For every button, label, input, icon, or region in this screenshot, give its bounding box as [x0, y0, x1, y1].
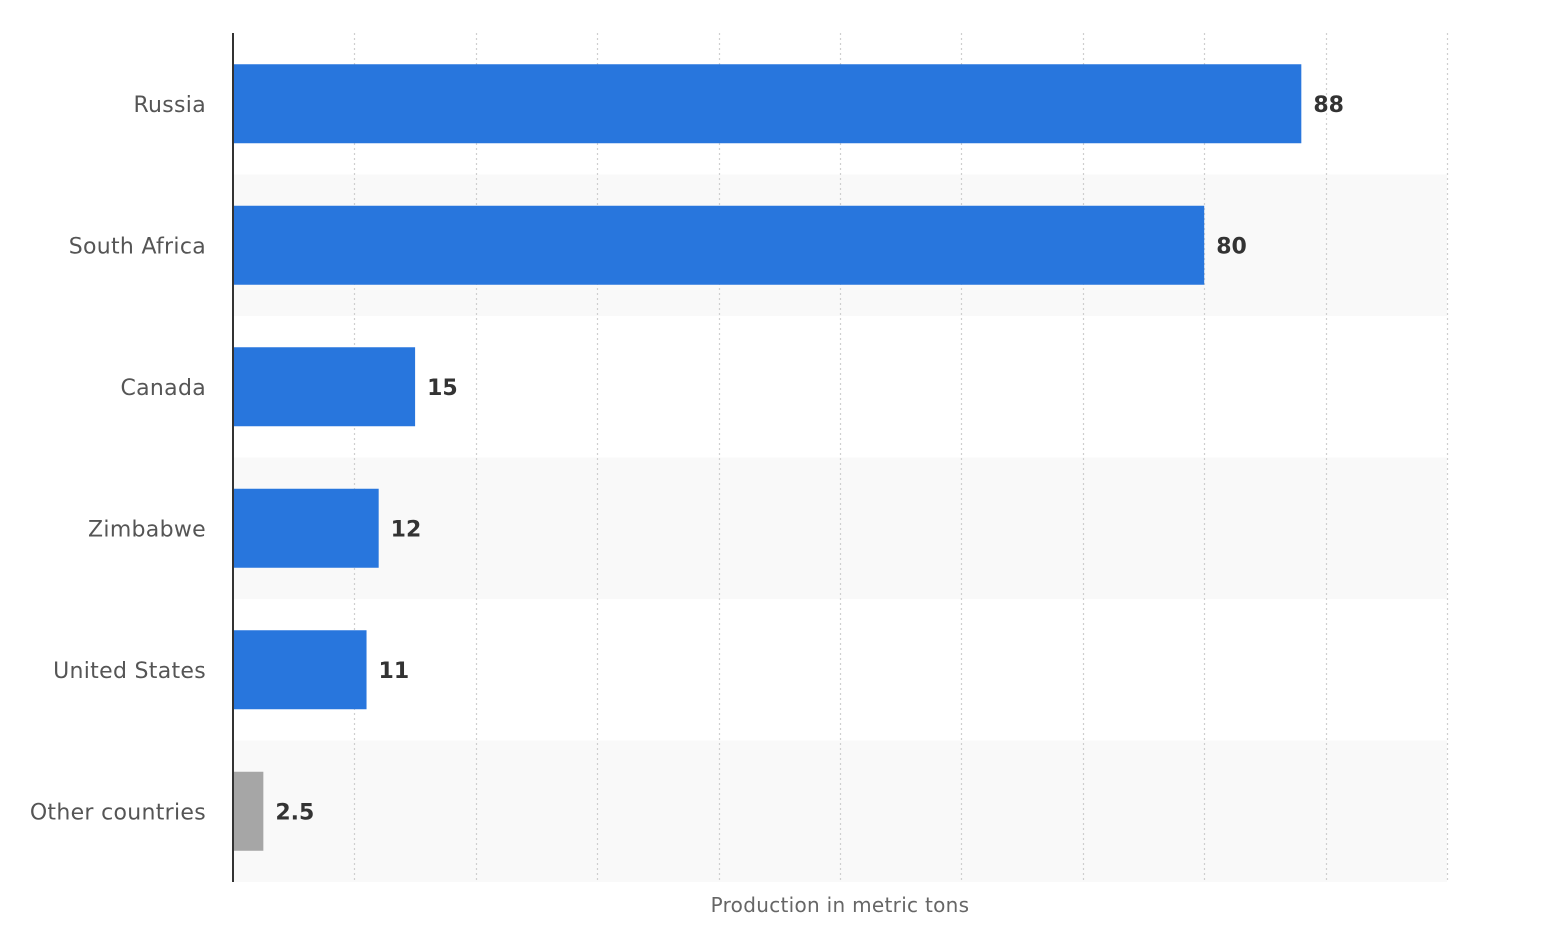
bar[interactable] [233, 630, 367, 710]
value-label: 15 [427, 376, 458, 401]
bar[interactable] [233, 205, 1205, 285]
value-label: 80 [1216, 234, 1247, 259]
bars [233, 64, 1302, 851]
value-labels: 88 80 15 12 11 2.5 [275, 93, 1344, 826]
category-label: Other countries [30, 800, 206, 825]
category-label: South Africa [69, 234, 206, 259]
value-label: 2.5 [275, 800, 314, 825]
category-label: Zimbabwe [88, 517, 206, 542]
row-band [233, 740, 1447, 882]
grid-lines [353, 33, 1449, 882]
category-labels: Russia South Africa Canada Zimbabwe United S… [30, 93, 206, 826]
bar[interactable] [233, 771, 264, 851]
bar[interactable] [233, 488, 379, 568]
category-label: Canada [120, 376, 206, 401]
value-label: 12 [391, 517, 422, 542]
category-label: Russia [133, 93, 206, 118]
category-label: United States [53, 659, 206, 684]
bar[interactable] [233, 64, 1302, 144]
x-axis-title: Production in metric tons [711, 893, 970, 917]
bar[interactable] [233, 347, 416, 427]
value-label: 11 [379, 659, 410, 684]
value-label: 88 [1313, 93, 1344, 118]
